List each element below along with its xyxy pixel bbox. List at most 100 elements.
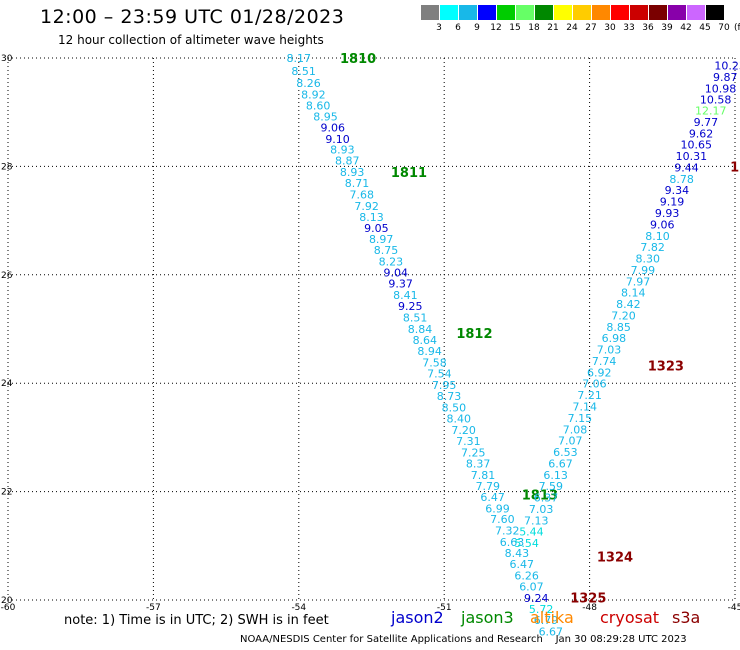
scale-swatch <box>630 5 648 20</box>
wave-height-point: 5.54 <box>514 537 539 550</box>
wave-height-point: 8.75 <box>374 244 399 257</box>
y-tick-label: 28 <box>1 162 13 172</box>
scale-label: 6 <box>455 23 461 33</box>
legend-cryosat: cryosat <box>600 608 660 627</box>
wave-height-point: 7.14 <box>573 401 598 414</box>
wave-height-point: 8.51 <box>403 312 428 325</box>
wave-height-point: 7.92 <box>354 200 379 213</box>
scale-label: 15 <box>509 23 521 33</box>
scale-label: 9 <box>474 23 480 33</box>
wave-height-point: 8.26 <box>296 77 321 90</box>
scale-swatch <box>706 5 724 20</box>
wave-height-point: 7.82 <box>640 241 665 254</box>
wave-height-point: 8.60 <box>306 100 331 113</box>
x-tick-label: -51 <box>437 603 452 613</box>
wave-height-point: 7.13 <box>524 514 549 527</box>
wave-height-point: 7.59 <box>539 480 564 493</box>
wave-height-point: 7.60 <box>490 513 515 526</box>
scale-label: 39 <box>661 23 673 33</box>
page-title: 12:00 – 23:59 UTC 01/28/2023 <box>40 6 345 28</box>
wave-height-point: 9.06 <box>320 121 345 134</box>
wave-height-point: 6.47 <box>480 491 505 504</box>
wave-height-point: 8.93 <box>340 166 365 179</box>
scale-label: 45 <box>699 23 711 33</box>
scale-swatch <box>649 5 667 20</box>
scale-label: 36 <box>642 23 654 33</box>
wave-height-point: 9.04 <box>383 267 408 280</box>
wave-height-point: 9.93 <box>655 207 680 220</box>
wave-height-point: 9.06 <box>650 218 675 231</box>
scale-swatch <box>592 5 610 20</box>
wave-height-point: 8.95 <box>313 111 338 124</box>
wave-height-point: 6.13 <box>543 469 568 482</box>
wave-height-point: 10.65 <box>680 139 712 152</box>
scale-swatch <box>687 5 705 20</box>
wave-height-point: 6.99 <box>485 502 510 515</box>
wave-height-point: 7.25 <box>461 447 486 460</box>
x-tick-label: -48 <box>582 603 597 613</box>
wave-height-point: 8.14 <box>621 287 646 300</box>
wave-height-point: 7.20 <box>451 424 476 437</box>
scale-swatch <box>668 5 686 20</box>
x-tick-label: -60 <box>1 603 16 613</box>
wave-height-point: 6.98 <box>602 332 627 345</box>
wave-height-point: 9.19 <box>660 196 685 209</box>
scale-label: 30 <box>604 23 616 33</box>
wave-height-point: 7.21 <box>577 389 602 402</box>
wave-height-point: 6.26 <box>514 570 539 583</box>
scale-label: 27 <box>585 23 597 33</box>
wave-height-point: 9.10 <box>325 133 350 146</box>
wave-height-point: 7.79 <box>476 480 501 493</box>
wave-height-point: 8.10 <box>645 230 670 243</box>
wave-height-point: 9.24 <box>524 592 549 605</box>
scale-label: 12 <box>490 23 502 33</box>
wave-height-point: 8.94 <box>417 345 442 358</box>
wave-height-point: 9.87 <box>713 71 738 84</box>
wave-height-point: 8.92 <box>301 88 326 101</box>
wave-height-point: 5.44 <box>519 526 544 539</box>
scale-swatch <box>573 5 591 20</box>
wave-height-point: 9.44 <box>674 161 699 174</box>
scale-swatch <box>459 5 477 20</box>
wave-height-point: 7.95 <box>432 379 457 392</box>
legend-jason2: jason2 <box>391 608 444 627</box>
legend-jason3: jason3 <box>461 608 514 627</box>
scale-label: 24 <box>566 23 578 33</box>
wave-height-point: 7.58 <box>422 357 447 370</box>
wave-height-point: 6.63 <box>500 536 525 549</box>
wave-height-point: 7.99 <box>631 264 656 277</box>
wave-height-point: 8.13 <box>359 211 384 224</box>
wave-height-point: 10.23 <box>714 60 740 73</box>
pass-time-label: 1813 <box>522 488 558 503</box>
wave-height-point: 7.20 <box>611 309 636 322</box>
wave-height-point: 9.62 <box>689 127 714 140</box>
wave-height-point: 9.37 <box>388 277 413 290</box>
x-tick-label: -45 <box>728 603 740 613</box>
wave-height-point: 7.08 <box>563 423 588 436</box>
wave-height-point: 6.67 <box>539 625 564 638</box>
wave-height-point: 6.37 <box>534 492 559 505</box>
wave-height-point: 9.05 <box>364 222 389 235</box>
scale-label: 33 <box>623 23 635 33</box>
wave-height-point: 7.74 <box>592 355 617 368</box>
wave-height-point: 6.67 <box>548 457 573 470</box>
wave-height-point: 7.31 <box>456 435 481 448</box>
scale-swatch <box>478 5 496 20</box>
scale-swatch <box>440 5 458 20</box>
scale-unit: (ft) <box>734 23 740 33</box>
footnote: note: 1) Time is in UTC; 2) SWH is in fe… <box>64 613 329 628</box>
scale-swatch <box>611 5 629 20</box>
wave-height-point: 8.85 <box>606 321 631 334</box>
wave-height-point: 8.42 <box>616 298 641 311</box>
wave-height-point: 8.37 <box>466 457 491 470</box>
wave-height-point: 6.47 <box>509 558 534 571</box>
wave-height-point: 7.03 <box>529 503 554 516</box>
scale-swatch <box>421 5 439 20</box>
wave-height-point: 6.07 <box>519 580 544 593</box>
wave-height-point: 8.73 <box>437 390 462 403</box>
wave-height-point: 9.77 <box>694 116 719 129</box>
y-tick-label: 24 <box>1 379 13 389</box>
wave-height-point: 8.78 <box>669 173 694 186</box>
x-tick-label: -57 <box>146 603 161 613</box>
